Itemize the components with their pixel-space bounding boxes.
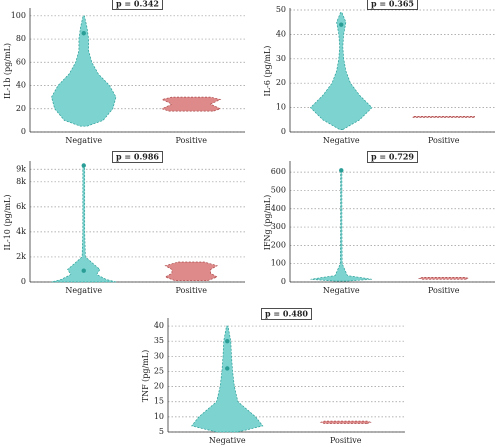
violin <box>164 261 218 282</box>
violin <box>161 96 222 112</box>
violin <box>319 420 372 424</box>
p-value: p = 0.729 <box>371 152 414 162</box>
y-axis-label: TNF (pg/mL) <box>141 350 150 403</box>
y-tick-label: 40 <box>154 321 164 330</box>
violin <box>191 325 264 433</box>
y-tick-label: 40 <box>276 29 286 38</box>
y-axis-label: IL-6 (pg/mL) <box>263 46 272 97</box>
outlier-point <box>225 366 230 371</box>
y-tick-label: 8k <box>16 177 26 186</box>
x-tick-label: Negative <box>65 136 102 145</box>
outlier-point <box>81 31 86 36</box>
x-tick-label: Negative <box>209 436 246 445</box>
violin <box>310 169 373 282</box>
p-value: p = 0.365 <box>371 0 414 9</box>
y-tick-label: 20 <box>276 78 286 87</box>
p-value: p = 0.342 <box>116 0 159 9</box>
y-tick-label: 50 <box>276 5 286 14</box>
y-tick-label: 10 <box>276 103 286 112</box>
panel: 0 10 20 30 40 50 IL-6 (pg/mL) Negative Positive p… <box>263 0 495 145</box>
y-tick-label: 80 <box>16 34 26 43</box>
y-tick-label: 400 <box>271 204 286 213</box>
x-tick-label: Positive <box>175 286 207 295</box>
y-tick-label: 100 <box>271 259 286 268</box>
p-value-box <box>261 308 312 320</box>
x-tick-label: Positive <box>428 286 460 295</box>
y-tick-label: 0 <box>21 277 26 286</box>
y-tick-label: 30 <box>154 351 164 360</box>
p-value: p = 0.986 <box>116 152 159 162</box>
y-tick-label: 20 <box>154 382 164 391</box>
violin <box>412 116 475 118</box>
y-tick-label: 40 <box>16 81 26 90</box>
outlier-point <box>225 338 230 344</box>
y-tick-label: 600 <box>271 167 286 176</box>
y-tick-label: 4k <box>16 227 26 236</box>
y-tick-label: 200 <box>271 240 286 249</box>
y-tick-label: 25 <box>154 366 164 375</box>
x-tick-label: Positive <box>428 136 460 145</box>
y-axis-label: IL-1b (pg/mL) <box>3 43 12 99</box>
outlier-point <box>339 168 344 173</box>
y-tick-label: 0 <box>21 127 26 136</box>
y-tick-label: 0 <box>281 127 286 136</box>
panel: 0 100 200 300 400 500 600 IFNg (pg/mL) Negative P… <box>263 151 495 295</box>
violin <box>51 165 117 283</box>
y-tick-label: 500 <box>271 185 286 194</box>
x-tick-label: Positive <box>175 136 207 145</box>
y-tick-label: 9k <box>16 164 26 173</box>
x-tick-label: Positive <box>330 436 362 445</box>
p-value-box <box>112 0 163 10</box>
p-value-box <box>367 151 418 163</box>
y-axis-label: IFNg (pg/mL) <box>263 195 272 250</box>
y-axis-label: IL-10 (pg/mL) <box>3 195 12 251</box>
panel: 5 10 15 20 25 30 35 40 TNF (pg/mL) Negative Positi… <box>141 308 405 445</box>
x-tick-label: Negative <box>65 286 102 295</box>
x-tick-label: Negative <box>323 136 360 145</box>
violin <box>51 15 117 127</box>
panel: 0 20 40 60 80 100 IL-1b (pg/mL) Negative Positiv… <box>3 0 245 145</box>
violin <box>417 277 470 280</box>
outlier-point <box>81 163 86 168</box>
y-tick-label: 15 <box>154 397 164 406</box>
y-tick-label: 35 <box>154 336 164 345</box>
outlier-point <box>339 22 344 27</box>
y-tick-label: 6k <box>16 202 26 211</box>
panel: 0 2k 4k 6k 8k 9k IL-10 (pg/mL) Negative Positive… <box>3 151 245 295</box>
p-value-box <box>112 151 163 163</box>
violin <box>310 12 373 130</box>
y-tick-label: 30 <box>276 54 286 63</box>
y-tick-label: 60 <box>16 57 26 66</box>
y-tick-label: 100 <box>11 11 26 20</box>
x-tick-label: Negative <box>323 286 360 295</box>
y-tick-label: 10 <box>154 412 164 421</box>
y-tick-label: 5 <box>159 427 164 436</box>
p-value-box <box>367 0 418 10</box>
y-tick-label: 2k <box>16 252 26 261</box>
y-tick-label: 300 <box>271 222 286 231</box>
p-value: p = 0.480 <box>265 309 308 319</box>
outlier-point <box>81 268 86 273</box>
y-tick-label: 20 <box>16 104 26 113</box>
y-tick-label: 0 <box>281 277 286 286</box>
